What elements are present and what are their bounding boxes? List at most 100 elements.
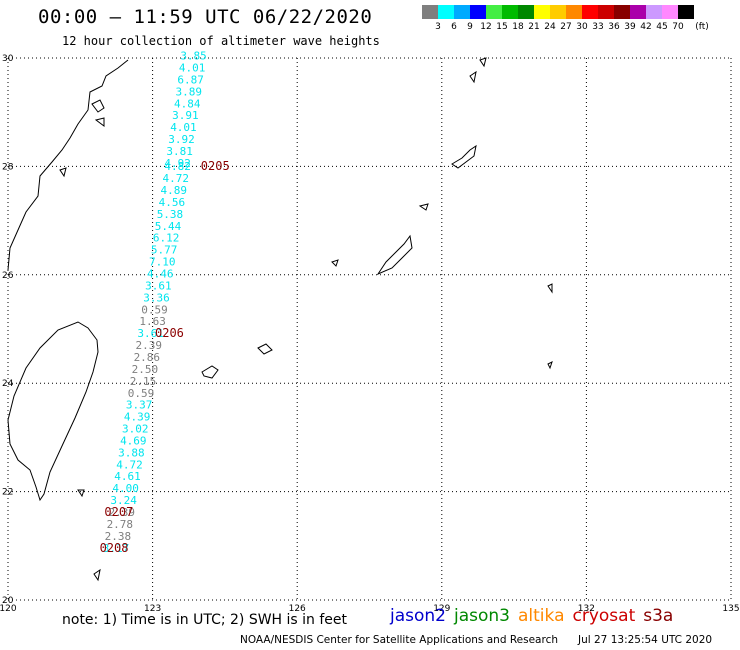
swh-value: 0.59 [141,303,168,316]
swh-value: 2.38 [105,530,132,543]
china-coast-islands [59,99,105,178]
miyako-coast [257,343,273,355]
legend-swatch [438,5,454,19]
okinawa-coast [376,234,413,276]
legend-tick-label: 33 [592,22,604,32]
satellite-label: jason2 [390,606,446,626]
legend-tick-label: 21 [528,22,540,32]
legend-tick-label: 42 [640,22,652,32]
legend-swatch [582,5,598,19]
legend-swatch [470,5,486,19]
generated-date: Jul 27 13:25:54 UTC 2020 [578,634,713,646]
lon-tick-label: 123 [144,604,161,614]
swh-value: 3.91 [172,109,199,122]
swh-value: 3.89 [176,85,203,98]
swh-value: 4.39 [124,411,151,424]
credit-text: NOAA/NESDIS Center for Satellite Applica… [240,634,558,646]
tokara-islands [77,57,553,582]
swh-value: 2.50 [132,363,159,376]
legend-swatch [598,5,614,19]
axis-labels: 120 123 126 129 132 135 30 28 26 24 22 20 [0,54,740,614]
lat-tick-label: 20 [2,596,14,606]
legend-swatch [614,5,630,19]
legend-tick-label: 6 [451,22,457,32]
legend-swatch [502,5,518,19]
swh-value: 4.89 [161,184,188,197]
swh-value: 5.38 [157,208,184,221]
swh-value: 4.01 [170,121,197,134]
satellite-label: s3a [643,606,674,626]
lon-tick-label: 120 [0,604,17,614]
lat-tick-label: 30 [2,54,14,64]
lon-tick-label: 132 [578,604,595,614]
china-coast [7,59,129,271]
swh-value: 0.59 [128,387,155,400]
time-label: 0207 [104,505,133,519]
map-subtitle: 12 hour collection of altimeter wave hei… [62,34,380,48]
legend-tick-label: 70 [672,22,684,32]
lat-tick-label: 26 [2,271,14,281]
legend-swatch [422,5,438,19]
swh-value: 2.39 [135,339,162,352]
swh-value: 3.61 [145,279,172,292]
swh-value: 3.24 [110,494,137,507]
legend-swatch [454,5,470,19]
lon-tick-label: 129 [433,604,450,614]
legend-tick-label: 30 [576,22,588,32]
legend-swatch [486,5,502,19]
time-label: 0208 [100,541,129,555]
legend-swatch [630,5,646,19]
swh-value: 3.61 [137,327,164,340]
swh-value: 3.81 [166,145,193,158]
swh-value: 2.78 [107,518,134,531]
ishigaki-coast [201,365,219,379]
swh-value: 6.12 [153,232,180,245]
legend-tick-label: 45 [656,22,668,32]
legend-tick-label: 39 [624,22,636,32]
legend-swatch [678,5,694,19]
legend-unit: (ft) [695,22,709,32]
swh-value: 4.92 [164,157,191,170]
swh-value: 2.15 [130,375,157,388]
lat-tick-label: 24 [2,379,14,389]
swh-value: 3.17 [103,542,130,555]
altimeter-track: 3.854.016.873.894.843.914.013.923.814.92… [100,50,230,555]
swh-value: 4.72 [116,458,143,471]
legend-tick-label: 3 [435,22,441,32]
swh-value: 2.39 [109,506,136,519]
satellite-legend: jason2 jason3 altika cryosat s3a [390,606,681,626]
swh-value: 4.00 [112,482,139,495]
swh-value: 2.86 [134,351,161,364]
legend-swatch [534,5,550,19]
lat-tick-label: 28 [2,162,14,172]
swh-value: 7.10 [149,256,176,269]
swh-value: 4.61 [114,470,141,483]
swh-value: 3.92 [168,133,195,146]
legend-swatch [566,5,582,19]
amami-coast [451,144,477,169]
swh-value: 4.56 [159,196,186,209]
swh-value: 6.87 [177,73,204,86]
legend-swatch [646,5,662,19]
legend-tick-label: 12 [480,22,492,32]
legend-tick-label: 18 [512,22,524,32]
satellite-label: cryosat [572,606,636,626]
legend-labels: 3 6 9 12 15 18 21 24 27 30 33 36 39 42 45 70 (ft) [422,22,740,34]
swh-value: 4.69 [120,434,147,447]
lon-tick-label: 135 [722,604,739,614]
legend-swatch [662,5,678,19]
lon-tick-label: 126 [289,604,306,614]
footer-note: note: 1) Time is in UTC; 2) SWH is in fe… [62,612,348,628]
lat-lon-grid [7,57,732,601]
legend-swatch [518,5,534,19]
legend-tick-label: 9 [467,22,473,32]
legend-tick-label: 36 [608,22,620,32]
swh-value: 3.88 [118,446,145,459]
swh-value: 4.82 [164,160,191,173]
legend-swatch [550,5,566,19]
legend-tick-label: 24 [544,22,556,32]
taiwan-coast [7,321,99,502]
swh-value: 3.36 [143,291,170,304]
time-label: 0206 [155,326,184,340]
